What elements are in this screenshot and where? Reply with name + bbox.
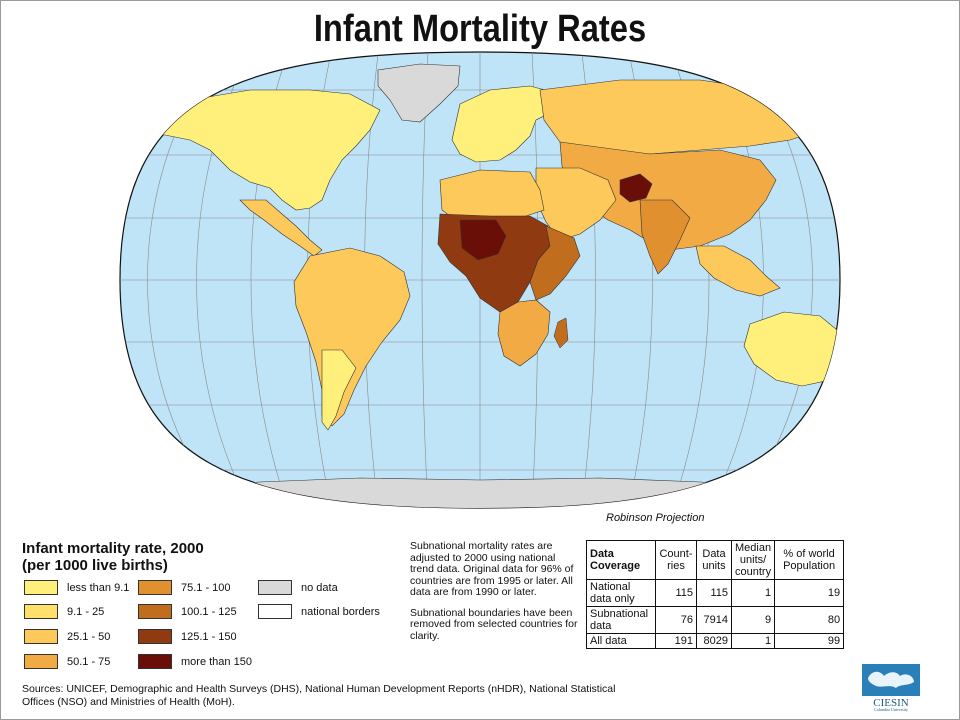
legend-swatch (138, 580, 172, 595)
table-cell-label: All data (586, 633, 656, 649)
legend-swatch (24, 654, 58, 669)
data-coverage-table: Data Coverage Count-ries Data units Medi… (586, 540, 845, 649)
legend-item: 125.1 - 150 (138, 629, 237, 644)
antarctica (139, 477, 821, 508)
east-africa (529, 225, 581, 301)
table-row: Subnational data 76 7914 9 80 (586, 606, 845, 634)
europe (451, 85, 561, 163)
table-header-cell: Data units (696, 540, 732, 580)
legend-label: 100.1 - 125 (181, 605, 237, 618)
world-map (119, 51, 872, 509)
legend-swatch (258, 604, 292, 619)
southern-africa (497, 299, 551, 367)
table-cell: 1 (730, 633, 776, 649)
south-asia (639, 199, 691, 275)
legend-label: more than 150 (181, 655, 252, 668)
table-cell: 7914 (696, 606, 732, 634)
table-cell-label: Subnational data (586, 606, 656, 634)
madagascar (553, 317, 569, 349)
legend-item: 100.1 - 125 (138, 604, 237, 619)
north-africa (439, 169, 545, 223)
map-title: Infant Mortality Rates (313, 8, 647, 50)
greenland (377, 63, 461, 123)
table-header-row: Data Coverage Count-ries Data units Medi… (586, 540, 845, 580)
legend-label: 75.1 - 100 (181, 581, 231, 594)
legend-title-line2: (per 1000 live births) (22, 557, 168, 574)
table-cell-label: National data only (586, 579, 656, 607)
legend-item: 25.1 - 50 (24, 629, 110, 644)
table-cell: 76 (655, 606, 697, 634)
legend-label: 125.1 - 150 (181, 630, 237, 643)
notes: Subnational mortality rates are adjusted… (410, 540, 582, 651)
legend-item: 75.1 - 100 (138, 580, 231, 595)
southern-cone (321, 349, 357, 431)
legend-swatch (138, 654, 172, 669)
table-row: All data 191 8029 1 99 (586, 633, 845, 649)
legend-item: more than 150 (138, 654, 252, 669)
legend-item: no data (258, 580, 338, 595)
legend-swatch (138, 629, 172, 644)
table-cell: 191 (655, 633, 697, 649)
legend-title: Infant mortality rate, 2000 (per 1000 li… (22, 540, 204, 574)
logo-subtext: Columbia University (874, 707, 908, 712)
legend-swatch (258, 580, 292, 595)
notes-paragraph: Subnational boundaries have been removed… (410, 606, 578, 642)
notes-paragraph: Subnational mortality rates are adjusted… (410, 540, 574, 598)
table-cell: 99 (774, 633, 845, 649)
new-zealand (856, 386, 872, 410)
table-cell: 80 (774, 606, 845, 634)
legend-swatch (24, 604, 58, 619)
legend-label: 25.1 - 50 (67, 630, 111, 643)
legend-label: 50.1 - 75 (67, 655, 111, 668)
legend-item: less than 9.1 (24, 580, 129, 595)
legend-swatch (24, 580, 58, 595)
table-cell: 1 (730, 579, 776, 607)
legend-swatch (138, 604, 172, 619)
table-cell: 115 (696, 579, 732, 607)
logo-world-shape (868, 671, 914, 688)
legend-label: 9.1 - 25 (67, 605, 105, 618)
sources-text: Sources: UNICEF, Demographic and Health … (22, 683, 616, 708)
legend-label: less than 9.1 (67, 581, 130, 594)
logo-text: CIESIN (873, 697, 909, 709)
legend-label: no data (301, 581, 338, 594)
north-america (139, 89, 381, 211)
table-header-cell: Count-ries (655, 540, 697, 580)
legend-item: 50.1 - 75 (24, 654, 110, 669)
table-header-cell: Data Coverage (586, 540, 656, 580)
legend-swatch (24, 629, 58, 644)
table-row: National data only 115 115 1 19 (586, 579, 845, 607)
legend-label: national borders (301, 605, 380, 618)
ciesin-logo: CIESIN Columbia University (862, 664, 920, 712)
table-cell: 115 (655, 579, 697, 607)
table-header-cell: Median units/ country (730, 540, 776, 580)
table-header-cell: % of world Population (774, 540, 845, 580)
table-cell: 19 (774, 579, 845, 607)
afghanistan (619, 173, 653, 203)
southeast-asia (695, 245, 781, 297)
legend-title-line1: Infant mortality rate, 2000 (22, 540, 204, 557)
central-america (239, 199, 323, 257)
legend-item: 9.1 - 25 (24, 604, 104, 619)
west-africa-severe (459, 219, 507, 261)
legend-item: national borders (258, 604, 380, 619)
projection-label: Robinson Projection (606, 512, 705, 524)
table-cell: 8029 (696, 633, 732, 649)
table-cell: 9 (730, 606, 776, 634)
